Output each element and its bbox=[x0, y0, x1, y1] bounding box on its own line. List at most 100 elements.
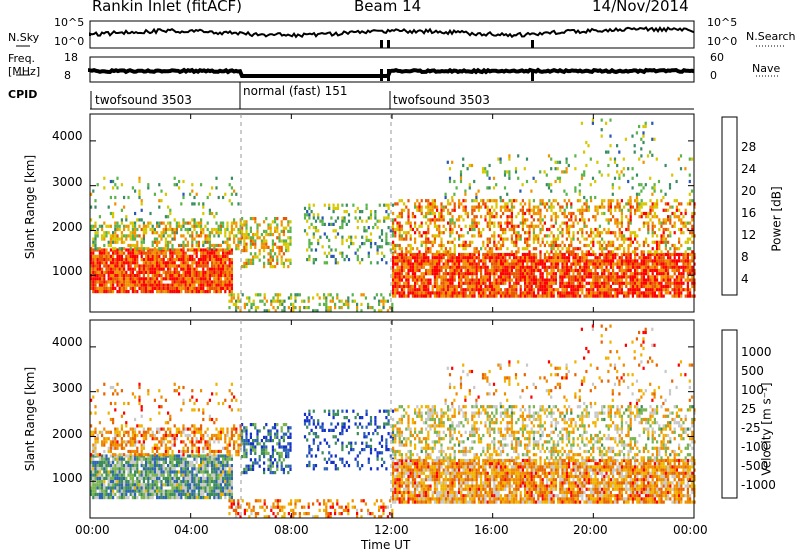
power-cell bbox=[596, 281, 599, 285]
power-cell bbox=[105, 258, 108, 262]
power-cell bbox=[422, 284, 425, 289]
power-cell bbox=[103, 261, 106, 265]
power-cell bbox=[167, 290, 170, 294]
power-cell bbox=[217, 267, 220, 271]
power-cell bbox=[499, 243, 502, 248]
power-cell bbox=[607, 221, 610, 225]
power-cell bbox=[114, 251, 117, 255]
power-cell bbox=[607, 259, 610, 263]
power-cell bbox=[493, 256, 496, 260]
power-cell bbox=[98, 270, 101, 274]
power-cell bbox=[539, 231, 542, 235]
power-cell bbox=[407, 215, 410, 219]
power-cell bbox=[598, 256, 601, 260]
power-cell bbox=[605, 218, 608, 222]
power-cell bbox=[554, 237, 557, 241]
power-cell bbox=[191, 283, 194, 287]
power-cell bbox=[532, 176, 535, 180]
power-cell bbox=[145, 261, 148, 265]
power-cell bbox=[550, 240, 553, 244]
velocity-cell bbox=[112, 483, 115, 487]
power-cell bbox=[254, 220, 257, 224]
power-cell bbox=[396, 291, 399, 295]
power-cell bbox=[400, 291, 403, 295]
power-cell bbox=[158, 280, 161, 284]
power-cell bbox=[568, 218, 571, 222]
power-cell bbox=[200, 183, 203, 187]
power-cell bbox=[464, 265, 467, 269]
velocity-cbar-tick-100: 100 bbox=[741, 383, 764, 397]
power-cell bbox=[140, 218, 143, 222]
power-cell bbox=[642, 284, 645, 289]
power-cell bbox=[392, 211, 395, 216]
power-cell bbox=[673, 278, 676, 282]
power-cell bbox=[427, 272, 430, 276]
power-cell bbox=[656, 215, 659, 219]
power-cell bbox=[559, 268, 562, 273]
power-cell bbox=[400, 275, 403, 279]
velocity-cell bbox=[112, 476, 115, 480]
power-cell bbox=[658, 291, 661, 295]
power-cell bbox=[539, 288, 542, 292]
power-cell bbox=[475, 272, 478, 276]
power-cell bbox=[607, 231, 610, 235]
power-cell bbox=[458, 237, 461, 241]
power-cell bbox=[581, 250, 584, 254]
power-cell bbox=[173, 264, 176, 268]
power-cell bbox=[449, 281, 452, 285]
power-cell bbox=[114, 261, 117, 265]
power-cell bbox=[585, 205, 588, 209]
power-cell bbox=[271, 233, 274, 237]
power-cell bbox=[202, 231, 205, 235]
power-cell bbox=[228, 258, 231, 262]
power-cell bbox=[239, 309, 242, 313]
power-cell bbox=[528, 243, 531, 248]
power-cell bbox=[369, 232, 373, 236]
power-cell bbox=[147, 186, 150, 190]
power-cell bbox=[433, 294, 436, 298]
power-cell bbox=[620, 284, 623, 289]
power-cell bbox=[543, 221, 546, 225]
power-cell bbox=[535, 284, 538, 289]
velocity-cell bbox=[92, 473, 95, 477]
power-cell bbox=[559, 243, 562, 248]
power-cell bbox=[230, 192, 233, 196]
power-cell bbox=[530, 252, 533, 257]
power-cell bbox=[442, 208, 445, 212]
velocity-cell bbox=[101, 486, 104, 490]
power-cell bbox=[570, 265, 573, 269]
power-cell bbox=[513, 281, 516, 285]
velocity-cell bbox=[103, 492, 106, 496]
power-cell bbox=[493, 281, 496, 285]
power-cell bbox=[576, 208, 579, 212]
power-cell bbox=[156, 251, 159, 255]
power-cell bbox=[98, 247, 101, 251]
power-cell bbox=[640, 215, 643, 219]
power-cell bbox=[473, 199, 476, 203]
power-cell bbox=[109, 195, 112, 200]
power-cell bbox=[667, 218, 670, 222]
power-cell bbox=[618, 262, 621, 266]
power-cell bbox=[429, 262, 432, 266]
power-cell bbox=[561, 170, 564, 174]
power-cell bbox=[671, 259, 674, 263]
power-cell bbox=[565, 275, 568, 279]
power-cell bbox=[447, 252, 450, 257]
power-cell bbox=[442, 275, 445, 279]
power-cell bbox=[169, 283, 172, 287]
power-cell bbox=[653, 259, 656, 263]
power-cell bbox=[271, 242, 274, 246]
power-cell bbox=[572, 291, 575, 295]
power-cell bbox=[574, 284, 577, 289]
velocity-cell bbox=[112, 457, 115, 461]
power-cell bbox=[160, 267, 163, 271]
power-cell bbox=[411, 265, 414, 269]
status-gap-marker bbox=[387, 69, 390, 81]
power-cell bbox=[193, 227, 196, 232]
power-cell bbox=[444, 294, 447, 298]
power-cell bbox=[484, 205, 487, 209]
power-cell bbox=[620, 259, 623, 263]
power-cell bbox=[158, 234, 161, 238]
power-cell bbox=[420, 240, 423, 244]
power-cell bbox=[206, 267, 209, 271]
